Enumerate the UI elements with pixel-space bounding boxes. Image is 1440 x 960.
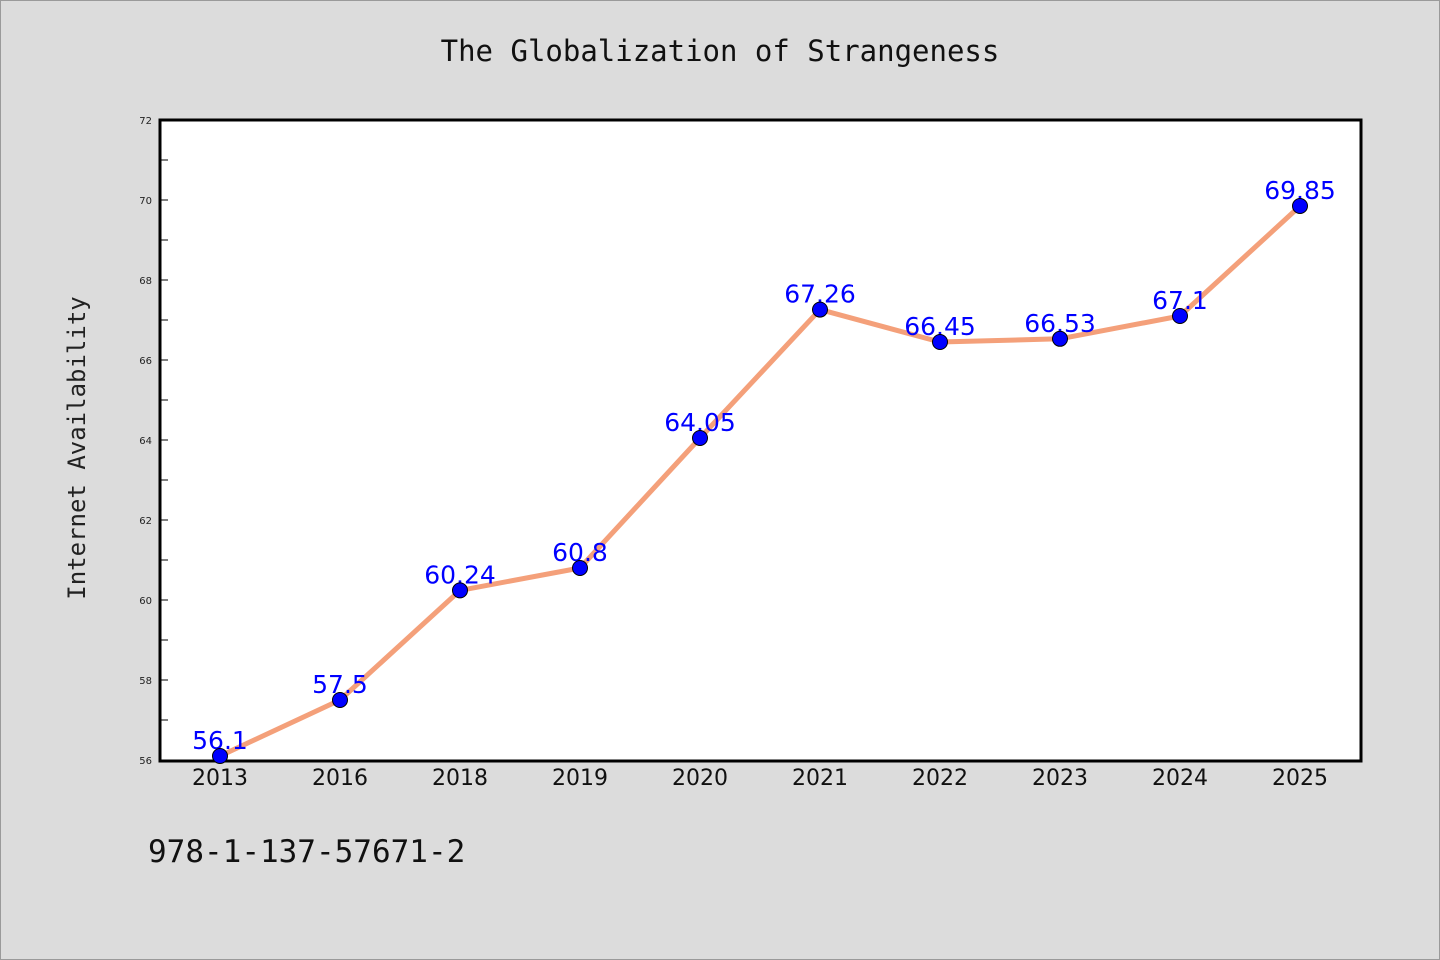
data-point: [812, 301, 828, 318]
x-tick-label: 2020: [672, 766, 728, 791]
data-point: [452, 582, 468, 599]
y-tick-label: 72: [139, 116, 152, 127]
data-point: [1292, 198, 1308, 214]
y-tick-label: 70: [139, 196, 152, 207]
x-tick-label: 2016: [312, 766, 368, 791]
x-axis: 2013 2016 2018 2019 2020 2021 2022 2023 2024 2025: [192, 766, 1328, 791]
plot-area: [158, 118, 1363, 763]
x-tick-label: 2021: [792, 766, 848, 791]
y-tick-label: 64: [139, 436, 152, 447]
y-tick-label: 68: [139, 276, 152, 287]
x-tick-label: 2022: [912, 766, 968, 791]
y-tick-label: 60: [139, 596, 152, 607]
x-tick-label: 2025: [1272, 766, 1328, 791]
data-point: [1052, 330, 1068, 347]
data-point: [1172, 308, 1188, 324]
y-axis: 56 58 60 62 64 66 68 70 72: [139, 116, 168, 767]
y-tick-label: 56: [139, 756, 152, 767]
data-point: [572, 560, 588, 576]
data-point: [332, 692, 348, 708]
x-tick-label: 2023: [1032, 766, 1088, 791]
chart-title: The Globalization of Strangeness: [440, 34, 1000, 68]
y-tick-label: 66: [139, 356, 152, 367]
x-tick-label: 2018: [432, 766, 488, 791]
x-tick-label: 2019: [552, 766, 608, 791]
data-point: [212, 748, 228, 764]
data-point: [692, 430, 708, 446]
y-tick-label: 62: [139, 516, 152, 527]
x-tick-label: 2024: [1152, 766, 1208, 791]
x-tick-label: 2013: [192, 766, 248, 791]
data-markers: [212, 198, 1308, 764]
y-tick-label: 58: [139, 676, 152, 687]
data-point: [932, 334, 948, 350]
isbn-text: 978-1-137-57671-2: [148, 834, 466, 870]
series-line: [218, 204, 1302, 759]
